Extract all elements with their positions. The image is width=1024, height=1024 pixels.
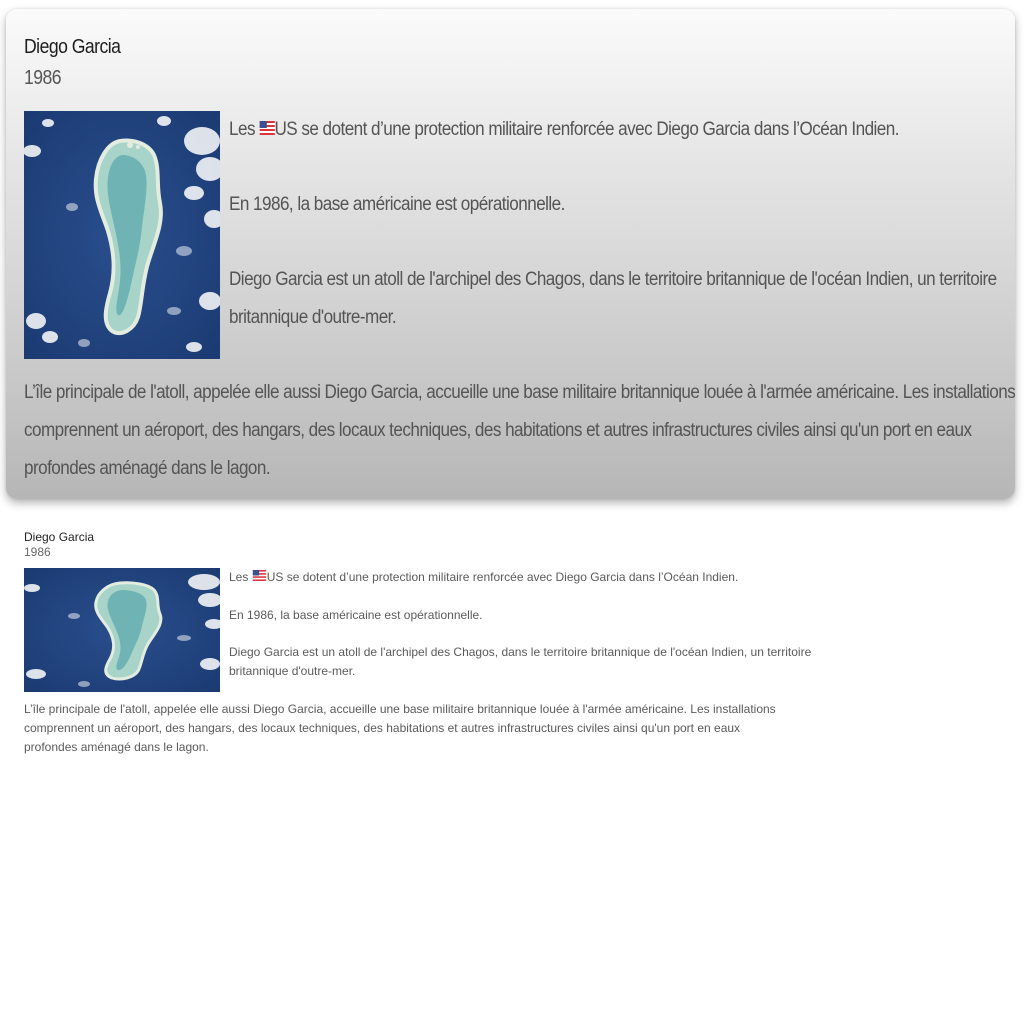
card-paragraph-3-line-2: britannique d'outre-mer. <box>229 307 397 328</box>
plain-paragraph-1: Les US se dotent d’une protection milita… <box>229 568 738 587</box>
plain-paragraph-4-line-1: L’île principale de l'atoll, appelée ell… <box>24 702 776 716</box>
plain-year: 1986 <box>24 545 51 559</box>
card-paragraph-1-after: US se dotent d’une protection militaire … <box>274 119 899 140</box>
plain-paragraph-1-before: Les <box>229 570 252 584</box>
card-paragraph-3-line-1: Diego Garcia est un atoll de l'archipel … <box>229 269 997 290</box>
card-paragraph-4-line-1: L’île principale de l'atoll, appelée ell… <box>24 382 1015 403</box>
diego-garcia-card: Diego Garcia 1986 <box>6 9 1015 499</box>
card-paragraph-2: En 1986, la base américaine est opératio… <box>229 194 565 215</box>
plain-paragraph-3-line-2: britannique d'outre-mer. <box>229 664 356 678</box>
plain-paragraph-1-after: US se dotent d’une protection militaire … <box>266 570 739 584</box>
plain-paragraph-3: Diego Garcia est un atoll de l'archipel … <box>229 643 811 681</box>
card-paragraph-1-before: Les <box>229 119 260 140</box>
plain-paragraph-4-line-2: comprennent un aéroport, des hangars, de… <box>24 721 741 735</box>
plain-title: Diego Garcia <box>24 530 95 544</box>
card-paragraph-1: Les US se dotent d’une protection milita… <box>229 111 940 149</box>
us-flag-icon <box>252 570 266 581</box>
diego-garcia-plain: Diego Garcia 1986 Les US se dotent d’une… <box>0 520 1024 780</box>
plain-paragraph-2: En 1986, la base américaine est opératio… <box>229 608 483 622</box>
card-paragraph-3: Diego Garcia est un atoll de l'archipel … <box>229 261 997 337</box>
plain-paragraph-4-line-3: profondes aménagé dans le lagon. <box>24 740 209 754</box>
plain-paragraph-3-line-1: Diego Garcia est un atoll de l'archipel … <box>229 645 812 659</box>
card-year: 1986 <box>24 67 62 89</box>
card-paragraph-4: L’île principale de l'atoll, appelée ell… <box>24 374 1015 488</box>
card-paragraph-4-line-2: comprennent un aéroport, des hangars, de… <box>24 420 972 441</box>
atoll-satellite-image <box>24 111 220 359</box>
us-flag-icon <box>259 121 275 135</box>
card-paragraph-4-line-3: profondes aménagé dans le lagon. <box>24 458 271 479</box>
card-title: Diego Garcia <box>24 36 121 58</box>
plain-paragraph-4: L’île principale de l'atoll, appelée ell… <box>24 700 776 757</box>
atoll-satellite-image-small <box>24 568 220 692</box>
